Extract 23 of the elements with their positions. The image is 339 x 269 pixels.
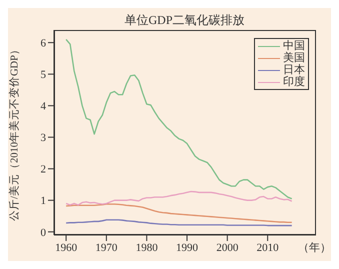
x-tick-label: 1990 [176, 242, 199, 254]
x-tick-label: 2010 [256, 242, 280, 254]
y-tick-label: 0 [40, 226, 46, 239]
x-tick-label: 1970 [95, 242, 118, 254]
chart-title: 单位GDP二氧化碳排放 [123, 12, 246, 29]
x-tick-label: 1960 [55, 242, 78, 254]
legend-label: 中国 [283, 40, 305, 52]
x-tick-label: 1980 [136, 242, 158, 254]
y-tick-label: 2 [40, 164, 46, 176]
legend-label: 美国 [283, 52, 305, 64]
line-series [65, 190, 292, 206]
y-tick-label: 4 [40, 100, 46, 113]
y-tick-label: 6 [40, 38, 46, 50]
y-tick-label: 3 [40, 132, 46, 144]
legend-label: 日本 [283, 64, 305, 76]
line-series [65, 38, 292, 200]
x-tick-label: 2000 [216, 242, 239, 254]
line-series [65, 203, 292, 224]
y-tick-label: 5 [40, 69, 46, 82]
y-axis-title: 公斤/美元（2010年美元不变价GDP） [8, 44, 21, 221]
legend-label: 印度 [283, 76, 305, 88]
x-axis-title: （年） [298, 241, 331, 255]
y-tick-label: 1 [40, 195, 46, 208]
